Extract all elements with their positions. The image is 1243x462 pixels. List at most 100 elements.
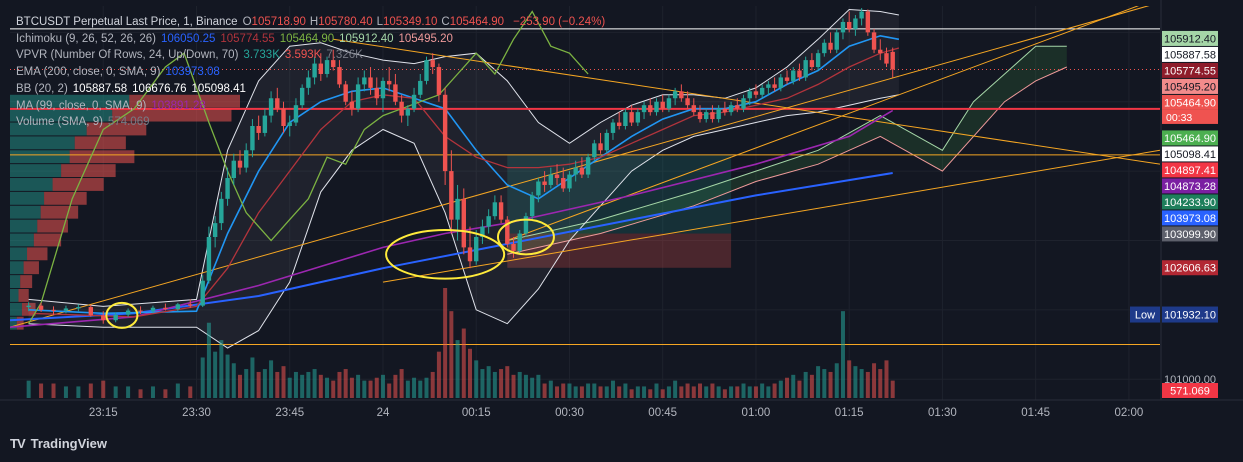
candle-body (878, 49, 883, 54)
indicator-row[interactable]: Volume (SMA, 9) 574.069 (16, 114, 605, 131)
indicator-row[interactable]: BB (20, 2) 105887.58 106676.76 105098.41 (16, 81, 605, 98)
price-axis-label[interactable]: 105098.41 (1162, 146, 1218, 162)
volume-bar (816, 366, 821, 398)
volume-bar (710, 383, 715, 398)
volume-profile-up-bar (10, 233, 34, 247)
volume-bar (586, 383, 591, 398)
price-label-text: 104873.28 (1164, 181, 1216, 193)
symbol-title[interactable]: BTCUSDT Perpetual Last Price, 1, Binance (16, 16, 238, 28)
candle-body (797, 70, 802, 78)
volume-bar (828, 371, 833, 398)
price-axis-label[interactable]: 104873.28 (1162, 178, 1218, 194)
volume-profile-down-bar (40, 205, 79, 219)
price-label-bg (1162, 94, 1218, 110)
time-axis-label[interactable]: 00:30 (555, 407, 584, 419)
volume-bar (63, 386, 68, 398)
time-axis-label[interactable]: 01:15 (835, 407, 864, 419)
time-axis-label[interactable]: 23:45 (275, 407, 304, 419)
volume-bar (449, 311, 454, 398)
volume-bar (660, 389, 665, 398)
candle-body (635, 112, 641, 123)
time-axis-label[interactable]: 01:45 (1021, 407, 1050, 419)
volume-bar (356, 374, 361, 398)
volume-bar (735, 386, 740, 398)
price-axis-label[interactable]: 105464.90 (1162, 130, 1218, 146)
volume-bar (673, 380, 678, 398)
time-axis-label[interactable]: 00:15 (462, 407, 491, 419)
time-axis-label[interactable]: 23:15 (89, 407, 118, 419)
volume-bar (747, 386, 752, 398)
price-axis-label[interactable]: 104233.90 (1162, 194, 1218, 210)
price-label-bg (1162, 178, 1218, 194)
time-axis-label[interactable]: 23:30 (182, 407, 211, 419)
volume-bar (542, 383, 547, 398)
price-axis-label[interactable]: 105887.58 (1162, 46, 1218, 62)
volume-profile-up-bar (10, 261, 24, 275)
price-axis-label[interactable]: 105495.20 (1162, 78, 1218, 94)
volume-profile-up-bar (10, 205, 41, 219)
candle-body (467, 247, 473, 262)
price-axis-label[interactable]: 105464.90 (1162, 94, 1218, 110)
indicator-row[interactable]: VPVR (Number Of Rows, 24, Up/Down, 70) 3.… (16, 47, 605, 64)
volume-bar (760, 383, 765, 398)
indicator-row[interactable]: EMA (200, close, 0, SMA, 9) 103973.08 (16, 64, 605, 81)
price-label-text: 105464.90 (1164, 97, 1216, 109)
volume-bar (505, 366, 510, 398)
indicator-row[interactable]: MA (99, close, 0, SMA, 9) 103891.28 (16, 98, 605, 115)
volume-bar (387, 383, 392, 398)
candle-body (430, 60, 435, 68)
indicator-row[interactable]: Ichimoku (9, 26, 52, 26, 26) 106050.25 105… (16, 31, 605, 48)
time-axis-label[interactable]: 01:00 (742, 407, 771, 419)
volume-profile-down-bar (37, 219, 68, 233)
volume-bar (878, 369, 883, 398)
time-axis-label[interactable]: 02:00 (1115, 407, 1144, 419)
ohlc-label-h: H (309, 16, 319, 28)
candle-body (76, 307, 81, 309)
price-axis-label[interactable]: 104897.41 (1162, 162, 1218, 178)
volume-bar (635, 386, 640, 398)
price-label-bg (1162, 260, 1218, 276)
candle-body (293, 105, 299, 123)
volume-bar (654, 383, 659, 398)
volume-bar (225, 354, 230, 398)
price-axis-label[interactable]: 103099.90 (1162, 226, 1218, 242)
volume-axis-label[interactable]: 571.069 (1162, 383, 1218, 398)
candle-body (815, 53, 821, 68)
volume-bar (474, 360, 479, 398)
volume-profile-up-bar (10, 247, 28, 261)
low-marker[interactable]: Low 101932.10 (1130, 306, 1218, 323)
candle-body (529, 195, 535, 217)
price-axis-label[interactable]: 103973.08 (1162, 210, 1218, 226)
volume-bar (293, 371, 298, 398)
volume-bar (865, 371, 870, 398)
candle-body (517, 233, 522, 251)
bollinger-lower-line (28, 94, 899, 349)
time-axis-label[interactable]: 00:45 (648, 407, 677, 419)
volume-bar (300, 374, 305, 398)
tradingview-watermark[interactable]: TV TradingView (10, 436, 107, 451)
volume-bar (822, 369, 827, 398)
chart-legend: BTCUSDT Perpetual Last Price, 1, Binance… (16, 14, 605, 131)
indicator-value: 574.069 (107, 116, 150, 129)
price-axis-label[interactable]: 105774.55 (1162, 62, 1218, 78)
volume-bar (573, 386, 578, 398)
candle-body (697, 112, 703, 120)
volume-bar (405, 380, 410, 398)
candle-body (51, 309, 56, 311)
candle-body (275, 98, 280, 109)
volume-bar (809, 374, 814, 398)
indicator-name: Volume (SMA, 9) (16, 116, 103, 129)
candle-body (150, 307, 156, 312)
candle-body (219, 198, 224, 224)
low-tag-bg (1130, 306, 1160, 323)
time-axis-label[interactable]: 01:30 (928, 407, 957, 419)
price-axis-label[interactable]: 105912.40 (1162, 30, 1218, 46)
candle-body (393, 84, 398, 102)
ohlc-label-c: C (441, 16, 450, 28)
indicator-value: 103891.28 (151, 99, 206, 112)
price-axis-label[interactable]: 102606.63 (1162, 260, 1218, 276)
time-axis-label[interactable]: 24 (377, 407, 390, 419)
volume-bar (517, 371, 522, 398)
